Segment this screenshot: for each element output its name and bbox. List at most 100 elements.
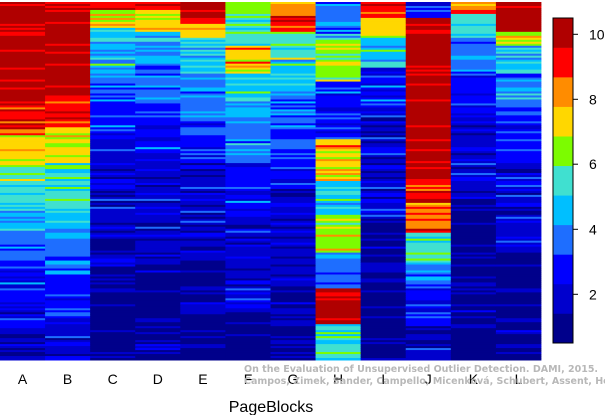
heatmap-cell xyxy=(45,222,91,226)
heatmap-cell xyxy=(45,33,91,37)
heatmap-cell xyxy=(360,352,407,355)
heatmap-cell xyxy=(180,328,226,331)
heatmap-cell xyxy=(135,336,181,339)
heatmap-cell xyxy=(45,41,91,45)
heatmap-cell xyxy=(225,27,271,31)
heatmap-cell xyxy=(135,212,181,216)
heatmap-cell xyxy=(135,270,181,273)
heatmap-cell xyxy=(90,121,136,124)
heatmap-cell xyxy=(0,81,46,85)
heatmap-cell xyxy=(45,111,91,114)
heatmap-cell xyxy=(270,292,316,295)
heatmap-cell xyxy=(360,308,407,311)
heatmap-cell xyxy=(90,107,136,110)
heatmap-cell xyxy=(180,111,226,114)
heatmap-cell xyxy=(0,133,46,136)
heatmap-cell xyxy=(45,270,91,273)
heatmap-cell xyxy=(495,278,542,281)
heatmap-cell xyxy=(315,129,362,132)
heatmap-cell xyxy=(135,181,181,184)
heatmap-cell xyxy=(360,196,407,200)
heatmap-cell xyxy=(450,198,497,202)
heatmap-column-F xyxy=(225,2,271,361)
heatmap-cell xyxy=(315,89,362,92)
heatmap-cell xyxy=(180,35,226,39)
heatmap-cell xyxy=(450,314,497,317)
heatmap-cell xyxy=(45,3,91,7)
heatmap-cell xyxy=(405,352,452,355)
heatmap-cell xyxy=(495,220,542,224)
heatmap-cell xyxy=(360,228,407,232)
heatmap-cell xyxy=(90,151,136,154)
heatmap-cell xyxy=(360,141,407,144)
heatmap-cell xyxy=(45,35,91,39)
heatmap-cell xyxy=(495,334,542,337)
heatmap-cell xyxy=(405,230,452,234)
heatmap-cell xyxy=(225,298,271,301)
heatmap-cell xyxy=(405,264,452,268)
heatmap-cell xyxy=(0,356,46,359)
heatmap-cell xyxy=(135,139,181,142)
heatmap-cell xyxy=(405,167,452,170)
heatmap-cell xyxy=(360,147,407,150)
heatmap-cell xyxy=(315,256,362,260)
heatmap-cell xyxy=(360,298,407,301)
heatmap-cell xyxy=(495,184,542,188)
heatmap-cell xyxy=(315,15,362,19)
heatmap-cell xyxy=(180,169,226,172)
heatmap-cell xyxy=(495,177,542,180)
heatmap-cell xyxy=(225,119,271,122)
heatmap-cell xyxy=(405,85,452,89)
heatmap-cell xyxy=(0,322,46,325)
heatmap-cell xyxy=(225,224,271,228)
heatmap-cell xyxy=(135,190,181,194)
heatmap-cell xyxy=(315,254,362,258)
heatmap-cell xyxy=(315,11,362,15)
heatmap-cell xyxy=(0,324,46,327)
heatmap-cell xyxy=(315,17,362,21)
heatmap-cell xyxy=(180,81,226,85)
heatmap-cell xyxy=(0,318,46,321)
heatmap-cell xyxy=(45,236,91,240)
heatmap-cell xyxy=(360,198,407,202)
heatmap-cell xyxy=(360,206,407,210)
heatmap-cell xyxy=(495,230,542,234)
heatmap-cell xyxy=(0,107,46,110)
heatmap-cell xyxy=(135,23,181,27)
heatmap-cell xyxy=(225,155,271,158)
heatmap-cell xyxy=(45,346,91,349)
heatmap-cell xyxy=(225,29,271,33)
heatmap-cell xyxy=(90,61,136,65)
heatmap-cell xyxy=(360,350,407,353)
heatmap-cell xyxy=(0,310,46,313)
heatmap-cell xyxy=(135,99,181,102)
heatmap-cell xyxy=(90,344,136,347)
heatmap-cell xyxy=(90,75,136,79)
heatmap-cell xyxy=(495,69,542,73)
heatmap-cell xyxy=(360,17,407,21)
heatmap-cell xyxy=(315,69,362,73)
heatmap-cell xyxy=(360,2,407,5)
heatmap-cell xyxy=(495,322,542,325)
heatmap-cell xyxy=(180,350,226,353)
heatmap-cell xyxy=(0,294,46,297)
heatmap-cell xyxy=(135,284,181,287)
heatmap-cell xyxy=(405,41,452,45)
heatmap-cell xyxy=(270,39,316,43)
heatmap-cell xyxy=(405,137,452,140)
heatmap-cell xyxy=(450,184,497,188)
heatmap-cell xyxy=(495,258,542,262)
heatmap-cell xyxy=(405,2,452,5)
heatmap-cell xyxy=(405,278,452,281)
heatmap-cell xyxy=(270,155,316,158)
heatmap-cell xyxy=(0,216,46,220)
heatmap-cell xyxy=(225,117,271,120)
heatmap-cell xyxy=(270,242,316,246)
heatmap-cell xyxy=(270,294,316,297)
heatmap-cell xyxy=(135,308,181,311)
heatmap-cell xyxy=(360,270,407,273)
heatmap-cell xyxy=(405,236,452,240)
heatmap-cell xyxy=(90,236,136,240)
heatmap-cell xyxy=(180,280,226,283)
heatmap-cell xyxy=(405,89,452,92)
